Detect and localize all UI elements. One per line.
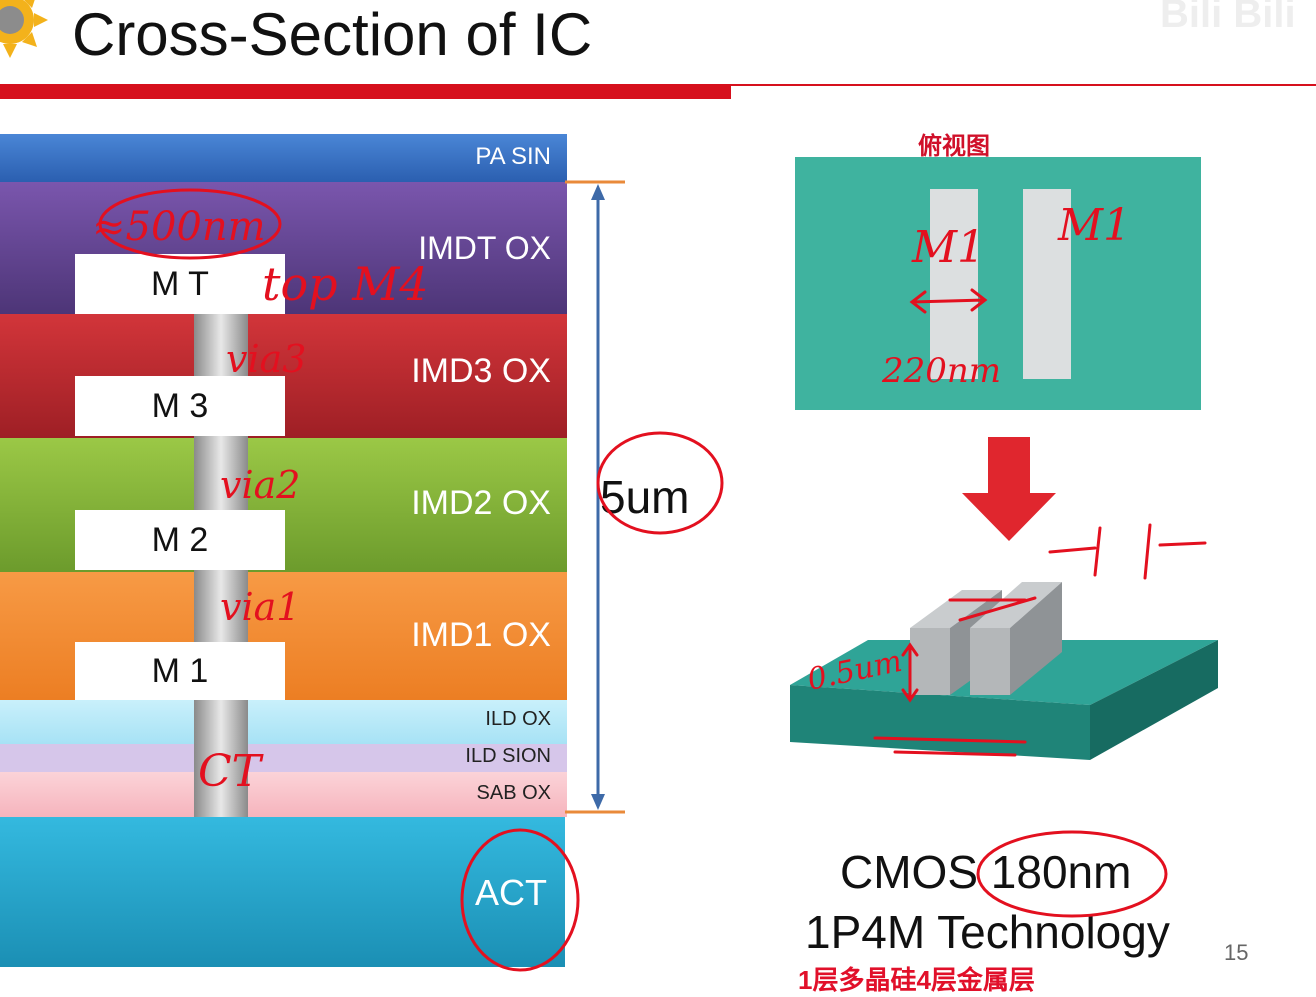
layer-label: ACT <box>475 872 547 913</box>
layer-label: IMD2 OX <box>411 484 551 522</box>
page-title: Cross-Section of IC <box>72 1 593 68</box>
layer-ild-sion: ILD SION <box>0 744 567 772</box>
3d-view-diagram <box>790 582 1218 760</box>
top-view-label: 俯视图 <box>918 133 990 160</box>
down-arrow-icon <box>962 437 1056 541</box>
contact <box>194 700 248 817</box>
via2 <box>194 436 248 510</box>
scale-label: 5um <box>600 471 690 523</box>
metal-2: M 2 <box>75 510 285 570</box>
tech-process-label: 1P4M Technology <box>805 906 1170 958</box>
tech-node-label: CMOS 180nm <box>840 846 1132 898</box>
watermark: Bili Bili <box>1160 0 1296 36</box>
layer-label: PA SIN <box>475 143 551 170</box>
tech-note: 1层多晶硅4层金属层 <box>798 965 1035 995</box>
layer-ild-ox: ILD OX <box>0 700 567 744</box>
title-rule <box>731 84 1316 86</box>
layer-label: IMD1 OX <box>411 616 551 654</box>
metal-3: M 3 <box>75 376 285 436</box>
layer-sab-ox: SAB OX <box>0 772 567 817</box>
layer-label: ILD OX <box>485 708 551 730</box>
metal-1: M 1 <box>75 642 285 700</box>
via1 <box>194 570 248 642</box>
m1-strip-left <box>930 189 978 379</box>
layer-label: IMD3 OX <box>411 352 551 390</box>
page-number: 15 <box>1224 940 1249 965</box>
layer-label: IMDT OX <box>418 230 551 266</box>
top-view-diagram <box>795 157 1201 410</box>
metal-top: M T <box>75 254 285 314</box>
layer-pa-sin: PA SIN <box>0 134 567 182</box>
layer-act: ACT <box>0 817 565 967</box>
layer-label: ILD SION <box>465 745 551 767</box>
layer-label: SAB OX <box>476 782 551 804</box>
m1-strip-right <box>1023 189 1071 379</box>
via3 <box>194 314 248 376</box>
title-accent-bar <box>0 84 731 99</box>
sun-logo-icon <box>0 0 48 58</box>
